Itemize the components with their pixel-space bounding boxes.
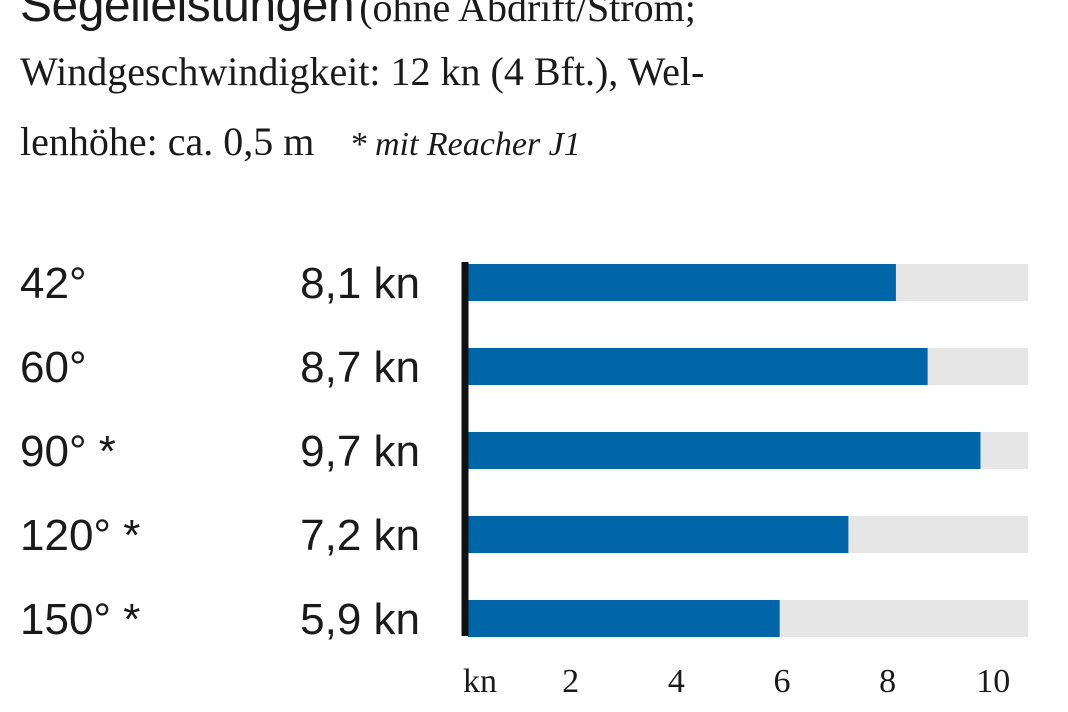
bar <box>468 516 849 553</box>
category-label: 60° <box>20 343 87 392</box>
title-line-1: Segelleistungen (ohne Abdrift/Strom; <box>20 0 1060 48</box>
category-label: 120° * <box>20 511 140 560</box>
bar <box>468 432 981 469</box>
title-line-3: lenhöhe: ca. 0,5 m * mit Reacher J1 <box>20 118 1060 188</box>
chart-subtitle-part-3: lenhöhe: ca. 0,5 m <box>20 119 315 164</box>
value-label: 8,1 kn <box>300 259 420 308</box>
bar <box>468 264 896 301</box>
bar <box>468 348 928 385</box>
chart-subtitle-part-2: Windgeschwindigkeit: 12 kn (4 Bft.), Wel… <box>20 49 705 94</box>
value-label: 7,2 kn <box>300 511 420 560</box>
bar <box>468 600 780 637</box>
category-label: 150° * <box>20 595 140 644</box>
chart-subtitle-part-1: (ohne Abdrift/Strom; <box>359 0 696 30</box>
category-label: 42° <box>20 259 87 308</box>
title-line-2: Windgeschwindigkeit: 12 kn (4 Bft.), Wel… <box>20 48 1060 118</box>
x-tick-label: 8 <box>879 663 896 700</box>
x-tick-label: 10 <box>976 663 1010 700</box>
value-label: 8,7 kn <box>300 343 420 392</box>
x-tick-label: 4 <box>668 663 685 700</box>
chart-title-block: Segelleistungen (ohne Abdrift/Strom; Win… <box>20 0 1060 188</box>
category-label: 90° * <box>20 427 116 476</box>
chart-footnote: * mit Reacher J1 <box>349 126 581 163</box>
value-label: 5,9 kn <box>300 595 420 644</box>
x-axis-ticks: kn 2 4 6 8 10 <box>463 663 1010 700</box>
x-tick-label: 6 <box>773 663 790 700</box>
x-tick-label: 2 <box>562 663 579 700</box>
chart-rows: 42° 8,1 kn 60° 8,7 kn 90° * 9,7 kn 120° * 7,2 k… <box>20 259 1028 644</box>
chart-title: Segelleistungen <box>20 0 355 32</box>
value-label: 9,7 kn <box>300 427 420 476</box>
x-axis-unit-label: kn <box>463 663 497 700</box>
